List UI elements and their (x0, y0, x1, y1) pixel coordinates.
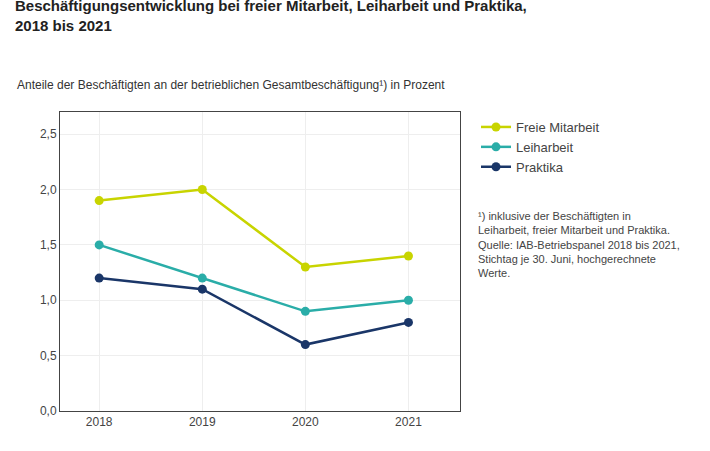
svg-text:¹) inklusive der Beschäftigten: ¹) inklusive der Beschäftigten inLeiharb… (478, 210, 680, 279)
svg-text:Leiharbeit: Leiharbeit (516, 140, 573, 155)
svg-text:Anteile der Beschäftigten an d: Anteile der Beschäftigten an der betrieb… (17, 78, 445, 92)
svg-text:Freie Mitarbeit: Freie Mitarbeit (516, 120, 599, 135)
svg-text:Beschäftigungsentwicklung bei: Beschäftigungsentwicklung bei freier Mit… (15, 0, 527, 34)
svg-text:1,5: 1,5 (40, 238, 57, 252)
svg-text:2020: 2020 (292, 415, 319, 429)
svg-text:0,0: 0,0 (40, 404, 57, 418)
svg-text:0,5: 0,5 (40, 349, 57, 363)
svg-text:2019: 2019 (189, 415, 216, 429)
svg-text:2018: 2018 (86, 415, 113, 429)
svg-text:2,0: 2,0 (40, 183, 57, 197)
svg-text:2021: 2021 (395, 415, 422, 429)
svg-text:2,5: 2,5 (40, 127, 57, 141)
svg-text:Praktika: Praktika (516, 160, 564, 175)
svg-text:1,0: 1,0 (40, 293, 57, 307)
